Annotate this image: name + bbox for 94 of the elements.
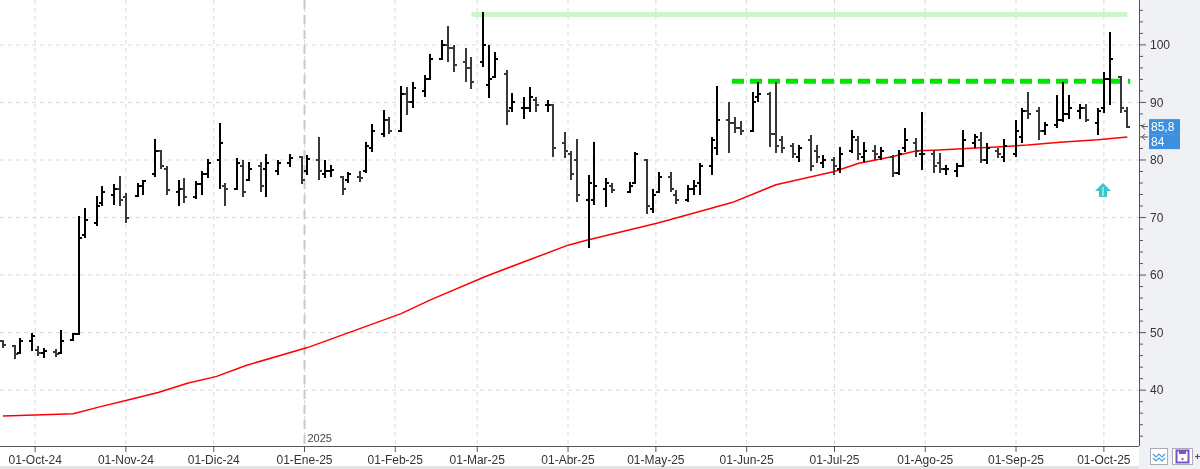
candlestick xyxy=(57,328,65,354)
candlestick xyxy=(503,69,511,126)
candlestick xyxy=(262,152,270,198)
candlestick xyxy=(221,182,229,208)
y-tick-label: 80 xyxy=(1150,153,1164,168)
candlestick xyxy=(216,121,224,190)
candlestick xyxy=(157,148,165,171)
candlestick xyxy=(315,135,323,182)
candlestick xyxy=(239,158,247,198)
candlestick xyxy=(590,140,598,206)
candlestick xyxy=(508,91,516,113)
candlestick xyxy=(807,134,815,173)
x-tick-label: 01-Jul-25 xyxy=(809,453,860,467)
candlestick xyxy=(467,55,475,90)
x-tick-label: 01-Jun-25 xyxy=(719,453,774,467)
candlestick xyxy=(854,135,862,161)
candlestick xyxy=(895,149,903,176)
x-tick-label: 01-Ene-25 xyxy=(276,453,333,467)
x-tick-label: 01-Oct-25 xyxy=(1077,453,1131,467)
candlestick xyxy=(561,130,569,160)
candlestick xyxy=(368,122,376,153)
candlestick xyxy=(163,164,171,196)
candlestick xyxy=(245,160,253,182)
candlestick xyxy=(303,153,311,176)
candlestick xyxy=(28,331,36,353)
candlestick xyxy=(122,192,130,225)
candlestick xyxy=(649,187,657,214)
candlestick xyxy=(479,10,487,68)
candlestick xyxy=(549,103,557,158)
candlestick xyxy=(110,183,118,206)
candlestick xyxy=(116,174,124,208)
candlestick xyxy=(1123,106,1131,130)
candlestick xyxy=(830,155,838,176)
line-series xyxy=(2,136,1129,417)
x-tick-label: 01-May-25 xyxy=(627,453,685,467)
x-tick-label: 01-Oct-24 xyxy=(8,453,63,467)
candlestick xyxy=(397,85,405,133)
candlestick xyxy=(151,137,159,179)
candlestick xyxy=(936,152,944,175)
candlestick xyxy=(1035,106,1043,142)
candlestick xyxy=(655,171,663,195)
candlestick xyxy=(1117,74,1125,115)
candlestick xyxy=(1012,119,1020,158)
candlestick xyxy=(180,177,188,204)
candlestick xyxy=(696,162,704,197)
x-tick-label: 01-Nov-24 xyxy=(97,453,155,467)
annotation: 85,8 xyxy=(1151,119,1175,134)
candlestick xyxy=(977,130,985,165)
x-tick-label: 01-Feb-25 xyxy=(367,453,424,467)
candlestick xyxy=(918,110,926,171)
candlestick xyxy=(912,137,920,158)
x-tick-label: 01-Sep-25 xyxy=(988,453,1045,467)
candlestick xyxy=(930,149,938,175)
candlestick xyxy=(81,206,89,239)
candlestick xyxy=(813,144,821,165)
candlestick xyxy=(643,157,651,215)
y-tick-label: 60 xyxy=(1150,268,1164,283)
x-tick-label: 01-Ago-25 xyxy=(897,453,954,467)
candlestick xyxy=(1000,137,1008,163)
candlestick xyxy=(257,160,265,193)
x-tick-label: 01-Abr-25 xyxy=(541,453,596,467)
candlestick xyxy=(573,137,581,203)
y-tick-label: 40 xyxy=(1150,383,1164,398)
candlestick xyxy=(339,175,347,197)
candlestick xyxy=(602,177,610,208)
candlestick xyxy=(860,140,868,163)
candlestick xyxy=(409,80,417,110)
y-tick-label: 50 xyxy=(1150,325,1164,340)
candlestick xyxy=(1082,102,1090,123)
candlestick xyxy=(901,127,909,153)
candlestick xyxy=(889,153,897,178)
candlestick xyxy=(491,50,499,80)
candlestick xyxy=(983,142,991,166)
ref-line-label: 2025 xyxy=(307,432,332,444)
candlestick xyxy=(438,39,446,61)
annotation: 84 xyxy=(1151,134,1165,149)
candlestick xyxy=(1024,90,1032,120)
candlestick xyxy=(298,155,306,185)
candlestick xyxy=(667,171,675,193)
y-tick-label: 70 xyxy=(1150,210,1164,225)
candlestick xyxy=(567,150,575,182)
candlestick xyxy=(462,47,470,83)
candlestick xyxy=(848,129,856,155)
candlestick xyxy=(403,85,411,117)
x-tick-label: 01-Dic-24 xyxy=(187,453,241,467)
candlestick xyxy=(1094,107,1102,136)
candlestick xyxy=(485,43,493,100)
candlestick xyxy=(233,157,241,191)
candlestick xyxy=(362,140,370,174)
y-tick-label: 100 xyxy=(1150,38,1171,53)
candlestick xyxy=(836,145,844,175)
y-tick-label: 90 xyxy=(1150,95,1164,110)
x-tick-label: 01-Mar-25 xyxy=(449,453,506,467)
candlestick xyxy=(1018,107,1026,145)
